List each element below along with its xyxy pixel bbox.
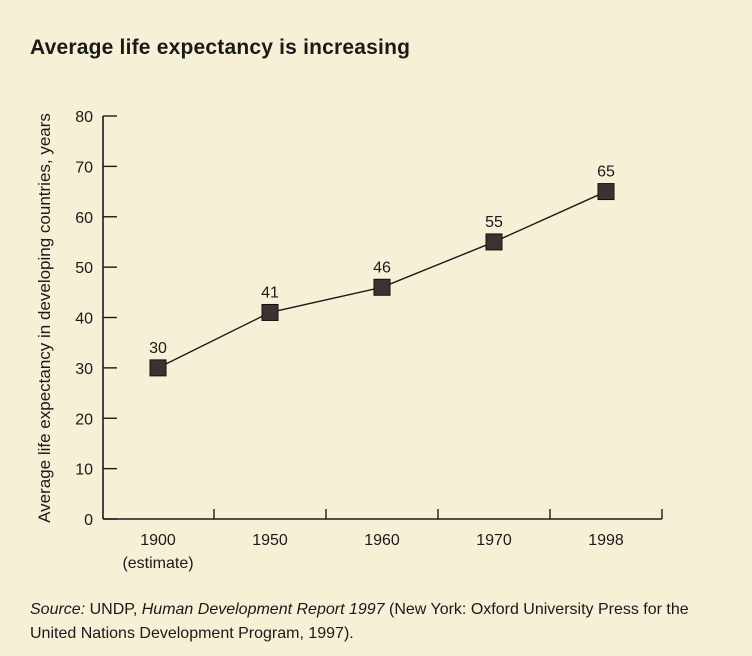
- source-publisher: (New York: Oxford University Press for t…: [30, 601, 689, 642]
- y-tick-label: 50: [75, 260, 93, 277]
- y-tick-label: 20: [75, 411, 93, 428]
- y-tick-label: 40: [75, 311, 93, 328]
- data-point-marker: [261, 303, 279, 321]
- source-note: Source: UNDP, Human Development Report 1…: [30, 598, 730, 646]
- x-tick-label: 1970: [476, 532, 512, 549]
- data-point-marker: [373, 278, 391, 296]
- source-org: UNDP,: [85, 601, 142, 618]
- data-point-marker: [597, 183, 615, 201]
- data-point-marker: [149, 359, 167, 377]
- y-tick-label: 80: [75, 109, 93, 126]
- x-tick-label: 1960: [364, 532, 400, 549]
- data-label: 65: [597, 164, 615, 181]
- data-point-marker: [485, 233, 503, 251]
- x-tick-label: 1950: [252, 532, 288, 549]
- data-label: 30: [149, 340, 167, 357]
- y-tick-label: 0: [84, 512, 93, 529]
- life-expectancy-line-chart: Average life expectancy in developing co…: [35, 109, 663, 572]
- x-tick-label: 1998: [588, 532, 624, 549]
- y-axis-label: Average life expectancy in developing co…: [35, 113, 54, 523]
- x-tick-label: 1900: [140, 532, 176, 549]
- chart-title: Average life expectancy is increasing: [30, 36, 411, 59]
- y-tick-label: 10: [75, 462, 93, 479]
- source-report-title: Human Development Report 1997: [141, 601, 385, 618]
- y-tick-label: 70: [75, 159, 93, 176]
- y-tick-label: 60: [75, 210, 93, 227]
- data-label: 55: [485, 214, 503, 231]
- source-label: Source:: [30, 601, 86, 618]
- data-label: 41: [261, 284, 279, 301]
- x-tick-sublabel: (estimate): [122, 555, 193, 572]
- y-tick-label: 30: [75, 361, 93, 378]
- data-label: 46: [373, 259, 391, 276]
